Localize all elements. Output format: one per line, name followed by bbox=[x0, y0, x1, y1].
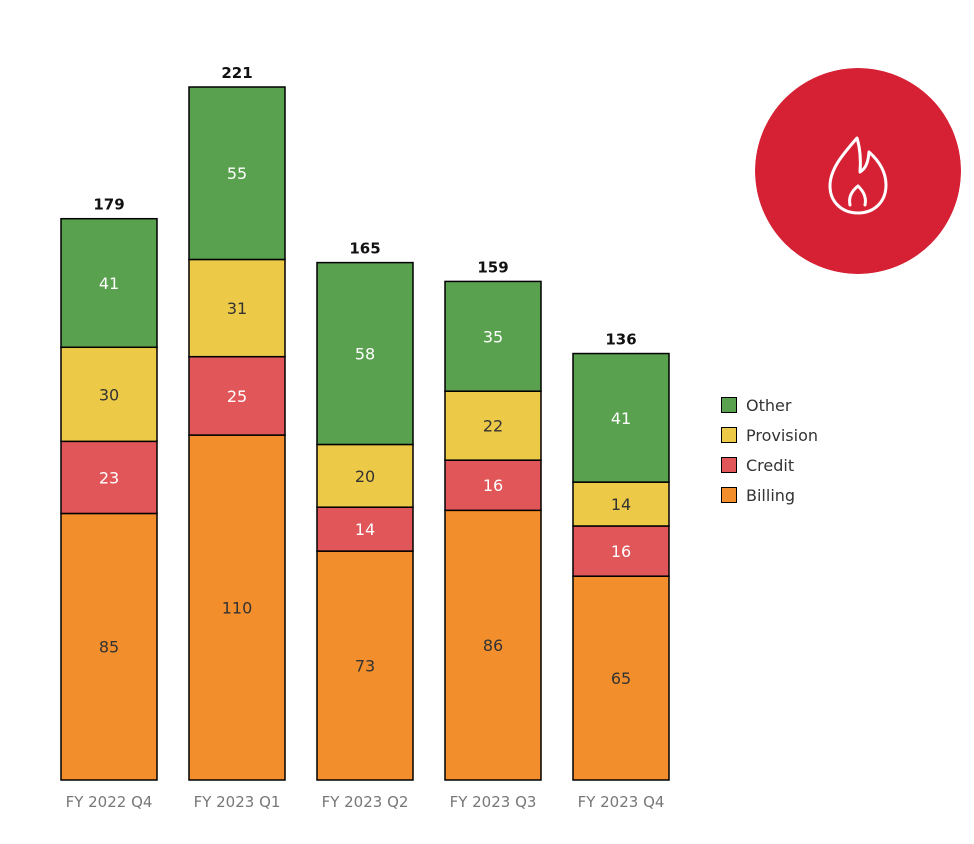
total-label-fy-2023-q1: 221 bbox=[221, 64, 252, 82]
data-label-billing-fy-2023-q1: 110 bbox=[222, 599, 253, 618]
bar-segment-credit-fy-2023-q1 bbox=[188, 355, 286, 436]
data-label-credit-fy-2023-q4: 16 bbox=[611, 542, 631, 561]
legend-item-credit: Credit bbox=[721, 450, 818, 480]
total-label-fy-2023-q2: 165 bbox=[349, 240, 380, 258]
bar-segment-billing-fy-2023-q4 bbox=[572, 575, 670, 781]
x-tick-label-fy-2023-q3: FY 2023 Q3 bbox=[450, 793, 537, 811]
data-label-billing-fy-2022-q4: 85 bbox=[99, 638, 119, 657]
flame-icon bbox=[755, 68, 961, 274]
bar-segment-other-fy-2023-q1 bbox=[188, 86, 286, 261]
data-label-credit-fy-2023-q3: 16 bbox=[483, 476, 503, 495]
data-label-provision-fy-2023-q1: 31 bbox=[227, 299, 247, 318]
data-label-credit-fy-2022-q4: 23 bbox=[99, 468, 119, 487]
legend-swatch-other bbox=[721, 397, 737, 413]
bar-segment-other-fy-2023-q2 bbox=[316, 261, 414, 446]
bar-segment-other-fy-2022-q4 bbox=[60, 217, 158, 349]
x-tick-label-fy-2023-q1: FY 2023 Q1 bbox=[194, 793, 281, 811]
bar-segment-billing-fy-2023-q2 bbox=[316, 550, 414, 781]
total-label-fy-2023-q3: 159 bbox=[477, 258, 508, 276]
legend-item-other: Other bbox=[721, 390, 818, 420]
x-tick-label-fy-2023-q4: FY 2023 Q4 bbox=[578, 793, 665, 811]
total-label-fy-2023-q4: 136 bbox=[605, 331, 636, 349]
legend-label-credit: Credit bbox=[746, 455, 795, 475]
data-label-other-fy-2023-q3: 35 bbox=[483, 327, 503, 346]
legend-label-provision: Provision bbox=[746, 425, 819, 445]
data-label-other-fy-2023-q1: 55 bbox=[227, 164, 247, 183]
bar-segment-provision-fy-2023-q1 bbox=[188, 258, 286, 358]
bar-segment-other-fy-2023-q4 bbox=[572, 352, 670, 483]
legend-label-billing: Billing bbox=[746, 485, 796, 505]
data-label-provision-fy-2023-q2: 20 bbox=[355, 467, 375, 486]
x-tick-label-fy-2022-q4: FY 2022 Q4 bbox=[66, 793, 153, 811]
data-label-provision-fy-2022-q4: 30 bbox=[99, 385, 119, 404]
bar-segment-credit-fy-2023-q2 bbox=[316, 506, 414, 552]
bar-segment-billing-fy-2023-q3 bbox=[444, 509, 542, 781]
legend-swatch-provision bbox=[721, 427, 737, 443]
bar-segment-other-fy-2023-q3 bbox=[444, 280, 542, 392]
total-label-fy-2022-q4: 179 bbox=[93, 196, 124, 214]
data-label-credit-fy-2023-q1: 25 bbox=[227, 387, 247, 406]
bar-segment-credit-fy-2022-q4 bbox=[60, 440, 158, 515]
bar-segment-billing-fy-2022-q4 bbox=[60, 512, 158, 781]
legend-swatch-credit bbox=[721, 457, 737, 473]
data-label-provision-fy-2023-q3: 22 bbox=[483, 417, 503, 436]
bar-segment-provision-fy-2023-q4 bbox=[572, 481, 670, 527]
legend-item-provision: Provision bbox=[721, 420, 818, 450]
data-label-other-fy-2022-q4: 41 bbox=[99, 274, 119, 293]
data-label-credit-fy-2023-q2: 14 bbox=[355, 520, 375, 539]
bar-segment-provision-fy-2023-q2 bbox=[316, 443, 414, 508]
x-tick-label-fy-2023-q2: FY 2023 Q2 bbox=[322, 793, 409, 811]
bar-segment-provision-fy-2022-q4 bbox=[60, 346, 158, 443]
data-label-billing-fy-2023-q2: 73 bbox=[355, 657, 375, 676]
flame-badge bbox=[755, 68, 961, 274]
legend-label-other: Other bbox=[746, 395, 792, 415]
legend-item-billing: Billing bbox=[721, 480, 818, 510]
legend: Other Provision Credit Billing bbox=[721, 390, 818, 510]
data-label-other-fy-2023-q2: 58 bbox=[355, 345, 375, 364]
legend-swatch-billing bbox=[721, 487, 737, 503]
data-label-other-fy-2023-q4: 41 bbox=[611, 409, 631, 428]
data-label-billing-fy-2023-q3: 86 bbox=[483, 636, 503, 655]
bar-segment-provision-fy-2023-q3 bbox=[444, 390, 542, 461]
bar-segment-billing-fy-2023-q1 bbox=[188, 434, 286, 781]
data-label-provision-fy-2023-q4: 14 bbox=[611, 495, 631, 514]
data-label-billing-fy-2023-q4: 65 bbox=[611, 669, 631, 688]
